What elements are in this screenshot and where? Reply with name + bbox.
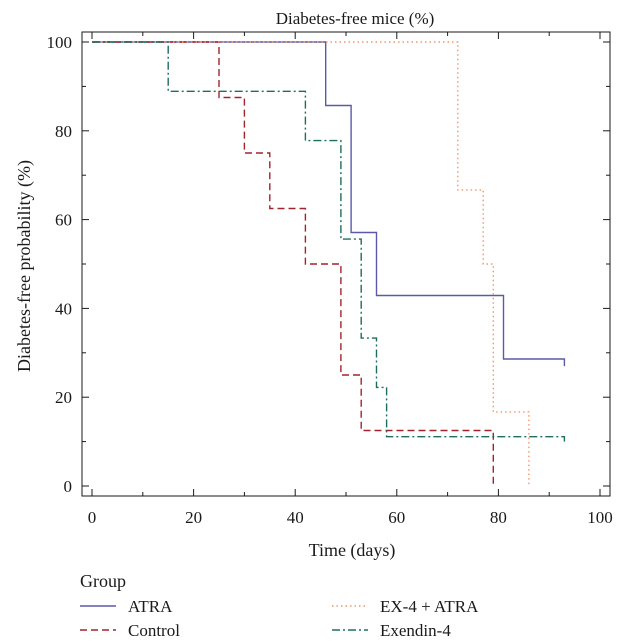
legend: ATRA Control EX-4 + ATRA Exendin-4 bbox=[80, 597, 479, 640]
chart-title: Diabetes-free mice (%) bbox=[276, 9, 435, 28]
x-tick-label: 60 bbox=[388, 508, 405, 527]
x-tick-label: 80 bbox=[490, 508, 507, 527]
series-line-ex-4-atra bbox=[92, 41, 530, 486]
legend-label-atra: ATRA bbox=[128, 597, 173, 616]
y-tick-label: 0 bbox=[64, 477, 73, 496]
axis-ticks: 0 20 40 60 80 100 0 20 40 60 80 100 bbox=[47, 32, 613, 527]
y-tick-label: 80 bbox=[55, 122, 72, 141]
y-tick-label: 40 bbox=[55, 299, 72, 318]
y-tick-label: 100 bbox=[47, 33, 73, 52]
legend-title: Group bbox=[80, 571, 126, 591]
x-tick-label: 20 bbox=[185, 508, 202, 527]
x-axis-label: Time (days) bbox=[309, 540, 396, 561]
series-line-control bbox=[92, 41, 494, 486]
series-layer bbox=[92, 41, 566, 486]
plot-frame bbox=[81, 31, 611, 497]
y-tick-label: 20 bbox=[55, 388, 72, 407]
x-tick-label: 40 bbox=[287, 508, 304, 527]
series-line-atra bbox=[92, 41, 566, 367]
y-tick-label: 60 bbox=[55, 211, 72, 230]
x-tick-label: 0 bbox=[88, 508, 97, 527]
legend-label-ex-4-atra: EX-4 + ATRA bbox=[380, 597, 479, 616]
legend-label-exendin-4: Exendin-4 bbox=[380, 621, 451, 640]
legend-label-control: Control bbox=[128, 621, 180, 640]
y-axis-label: Diabetes-free probability (%) bbox=[14, 160, 35, 372]
series-line-exendin-4 bbox=[92, 41, 566, 444]
x-tick-label: 100 bbox=[587, 508, 613, 527]
